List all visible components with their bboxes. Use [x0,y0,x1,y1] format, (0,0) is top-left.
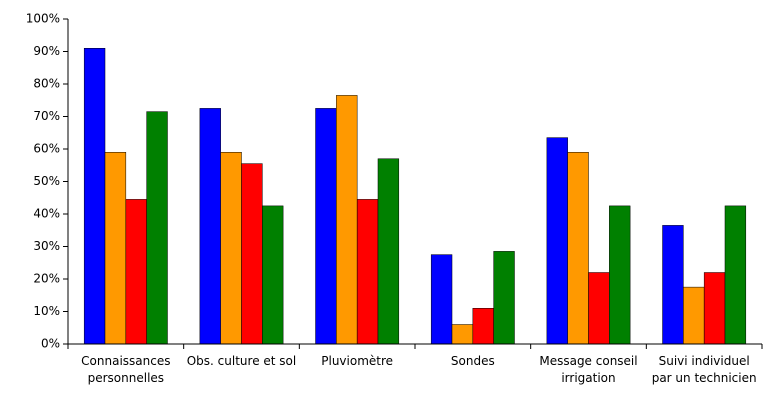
y-tick-label: 40% [33,207,60,221]
bar [199,108,221,345]
bar [588,272,610,345]
bar [377,158,400,345]
x-tick-label: Sondes [450,354,495,368]
y-tick-label: 70% [33,109,60,123]
bar [451,324,474,345]
x-tick-label: Message conseil irrigation [539,354,638,385]
bar [220,152,242,345]
bar [430,254,453,345]
bar [724,205,747,345]
bar [493,251,515,345]
y-tick-label: 80% [33,77,60,91]
bar [125,199,147,345]
x-tick-label: Pluviomètre [321,354,394,368]
bar [472,308,494,345]
x-tick-label: Suivi individuel par un technicien [651,354,757,385]
bar [146,111,168,345]
y-tick-label: 100% [26,12,60,26]
y-tick-label: 60% [33,142,60,156]
bar [546,137,568,345]
x-tick-label: Obs. culture et sol [186,354,297,368]
bar [262,205,284,345]
bar [567,152,589,345]
bar [703,272,726,345]
y-tick-label: 50% [33,174,60,188]
bar [356,199,379,345]
bar [104,152,127,345]
bar [609,205,631,345]
y-tick-label: 20% [33,272,60,286]
bar [336,95,358,345]
bar [241,163,263,345]
bar [83,48,106,345]
bar [683,286,705,345]
x-tick-label: Connaissances personnelles [81,354,171,385]
y-tick-label: 10% [33,304,60,318]
bar [315,108,337,345]
y-tick-label: 30% [33,239,60,253]
bar [662,225,684,345]
y-tick-label: 0% [41,337,60,351]
y-tick-label: 90% [33,44,60,58]
